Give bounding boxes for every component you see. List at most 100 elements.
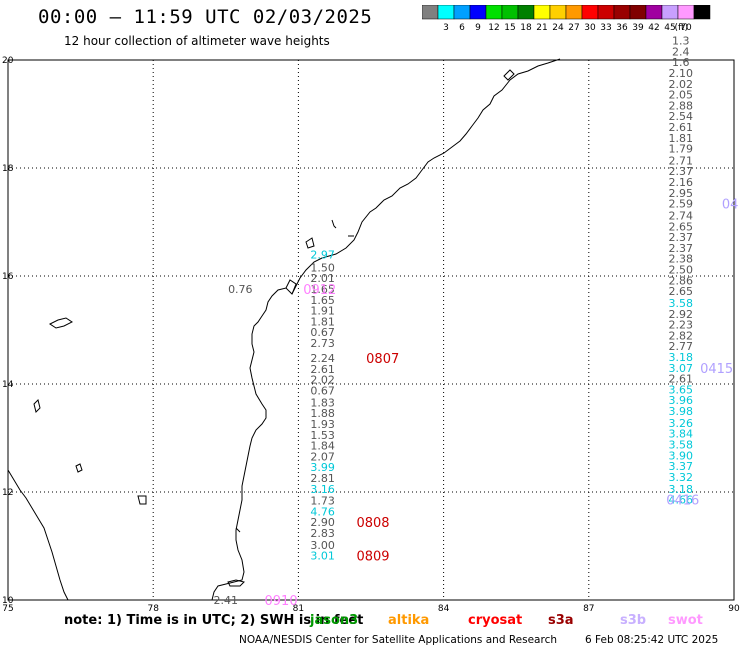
wave-height-value: 3.58: [669, 438, 694, 451]
coastline: [7, 58, 561, 601]
island-east-5: [235, 527, 241, 533]
island-east-1: [305, 237, 315, 249]
lat-tick-label: 16: [2, 272, 14, 282]
wave-height-value: 1.65: [310, 283, 335, 296]
legend-bin-label: 3: [443, 23, 449, 33]
legend-swatch: [693, 5, 711, 20]
grid-lines: [7, 59, 735, 601]
island-east-4: [503, 69, 515, 81]
lat-tick-label: 12: [2, 488, 13, 498]
satellite-legend-cryosat: cryosat: [468, 613, 523, 628]
wave-height-value: 3.00: [310, 539, 335, 552]
lon-tick-label: 75: [2, 604, 13, 612]
wave-height-value: 2.73: [310, 337, 335, 350]
wave-height-value: 2.61: [669, 121, 694, 134]
wave-height-value: 2.02: [669, 78, 694, 91]
legend-bin-label: 21: [536, 23, 547, 33]
wave-height-value: 3.90: [669, 449, 694, 462]
legend-bin-label: 9: [475, 23, 481, 33]
wave-height-value: 2.41: [214, 594, 239, 607]
wave-height-value: 3.16: [310, 483, 335, 496]
wave-height-value: 2.88: [669, 99, 694, 112]
wave-height-value: 3.18: [669, 483, 694, 496]
lon-tick-label: 87: [583, 604, 594, 612]
wave-height-value: 0.67: [310, 326, 335, 339]
wave-height-value: 2.61: [310, 363, 335, 376]
wave-height-value: 2.83: [310, 527, 335, 540]
legend-bin-label: 27: [568, 23, 579, 33]
pass-time-label: 0416: [666, 494, 699, 509]
wave-height-value: 3.37: [669, 460, 694, 473]
generation-timestamp: 6 Feb 08:25:42 UTC 2025: [585, 634, 719, 646]
wave-height-value: 3.01: [310, 550, 335, 563]
wave-height-value: 4.66: [669, 494, 694, 507]
wave-height-value: 2.59: [669, 198, 694, 211]
wave-height-value: 2.95: [669, 187, 694, 200]
island-west-2: [33, 399, 41, 413]
wave-height-value: 3.99: [310, 461, 335, 474]
satellite-legend-s3a: s3a: [548, 613, 574, 628]
legend-bin-label: 24: [552, 23, 564, 33]
lon-tick-label: 81: [293, 604, 304, 612]
wave-height-value: 2.81: [310, 472, 335, 485]
color-legend: 3 6 9 12 15 18 21 24 27 30 33 36 39 42 45 70(ft): [422, 5, 711, 33]
island-east-2: [331, 219, 337, 229]
legend-bin-label: 18: [520, 23, 532, 33]
legend-unit: (ft): [674, 23, 688, 33]
wave-height-value: 1.81: [310, 315, 335, 328]
wave-height-value: 2.86: [669, 274, 694, 287]
wave-height-value: 3.98: [669, 405, 694, 418]
wave-height-tracks: 2.971.502.011.651.651.911.810.672.732.24…: [214, 35, 693, 607]
satellite-legend-altika: altika: [388, 613, 430, 628]
wave-height-value: 1.83: [310, 396, 335, 409]
wave-height-value: 1.6: [672, 56, 690, 69]
wave-height-value: 2.24: [310, 352, 335, 365]
wave-height-value: 2.37: [669, 231, 694, 244]
legend-bin-label: 33: [600, 23, 611, 33]
legend-bin-label: 12: [488, 23, 499, 33]
lat-tick-label: 14: [2, 380, 14, 390]
satellite-legend-s3b: s3b: [620, 613, 647, 628]
pass-time-labels: 0912 0807 0808 0809 0910 0415 0416 04: [265, 198, 739, 609]
wave-height-value: 0.76: [228, 283, 253, 296]
wave-height-value: 2.16: [669, 176, 694, 189]
pulicat-islet: [227, 579, 245, 587]
wave-height-value: 2.61: [669, 373, 694, 386]
legend-bin-label: 45: [664, 23, 675, 33]
lat-tick-label: 10: [2, 596, 14, 606]
legend-bin-label: 15: [504, 23, 515, 33]
map-frame: [7, 59, 735, 601]
wave-height-value: 1.84: [310, 440, 335, 453]
legend-bin-label: 42: [648, 23, 659, 33]
island-west-1: [49, 317, 73, 329]
map-title: 00:00 – 11:59 UTC 02/03/2025: [38, 6, 373, 28]
pass-time-label: 0807: [366, 352, 399, 367]
wave-height-value: 2.37: [669, 165, 694, 178]
wave-height-value: 2.82: [669, 329, 694, 342]
wave-height-value: 2.38: [669, 253, 694, 266]
map-subtitle: 12 hour collection of altimeter wave hei…: [64, 34, 330, 48]
wave-height-value: 2.77: [669, 340, 694, 353]
satellite-legend-jason3: jason3: [310, 613, 359, 628]
wave-height-value: 4.76: [310, 505, 335, 518]
wave-height-value: 1.50: [310, 261, 335, 274]
pass-time-label: 0809: [356, 550, 389, 565]
pass-time-label: 0415: [700, 362, 733, 377]
wave-height-value: 1.3: [672, 35, 690, 48]
pass-time-label: 0912: [303, 283, 336, 298]
wave-height-value: 2.01: [310, 272, 335, 285]
island-west-3: [75, 463, 83, 473]
island-west-4: [137, 495, 147, 505]
wave-height-value: 3.96: [669, 394, 694, 407]
lon-tick-label: 90: [728, 604, 740, 612]
legend-bin-label: 70: [680, 23, 692, 33]
wave-height-value: 3.26: [669, 417, 694, 430]
wave-height-value: 2.10: [669, 67, 694, 80]
pass-time-label: 0808: [356, 516, 389, 531]
credit-line: NOAA/NESDIS Center for Satellite Applica…: [239, 634, 557, 646]
wave-height-value: 1.65: [310, 294, 335, 307]
wave-height-value: 0.67: [310, 384, 335, 397]
legend-bin-label: 6: [459, 23, 465, 33]
wave-height-value: 1.91: [310, 305, 335, 318]
